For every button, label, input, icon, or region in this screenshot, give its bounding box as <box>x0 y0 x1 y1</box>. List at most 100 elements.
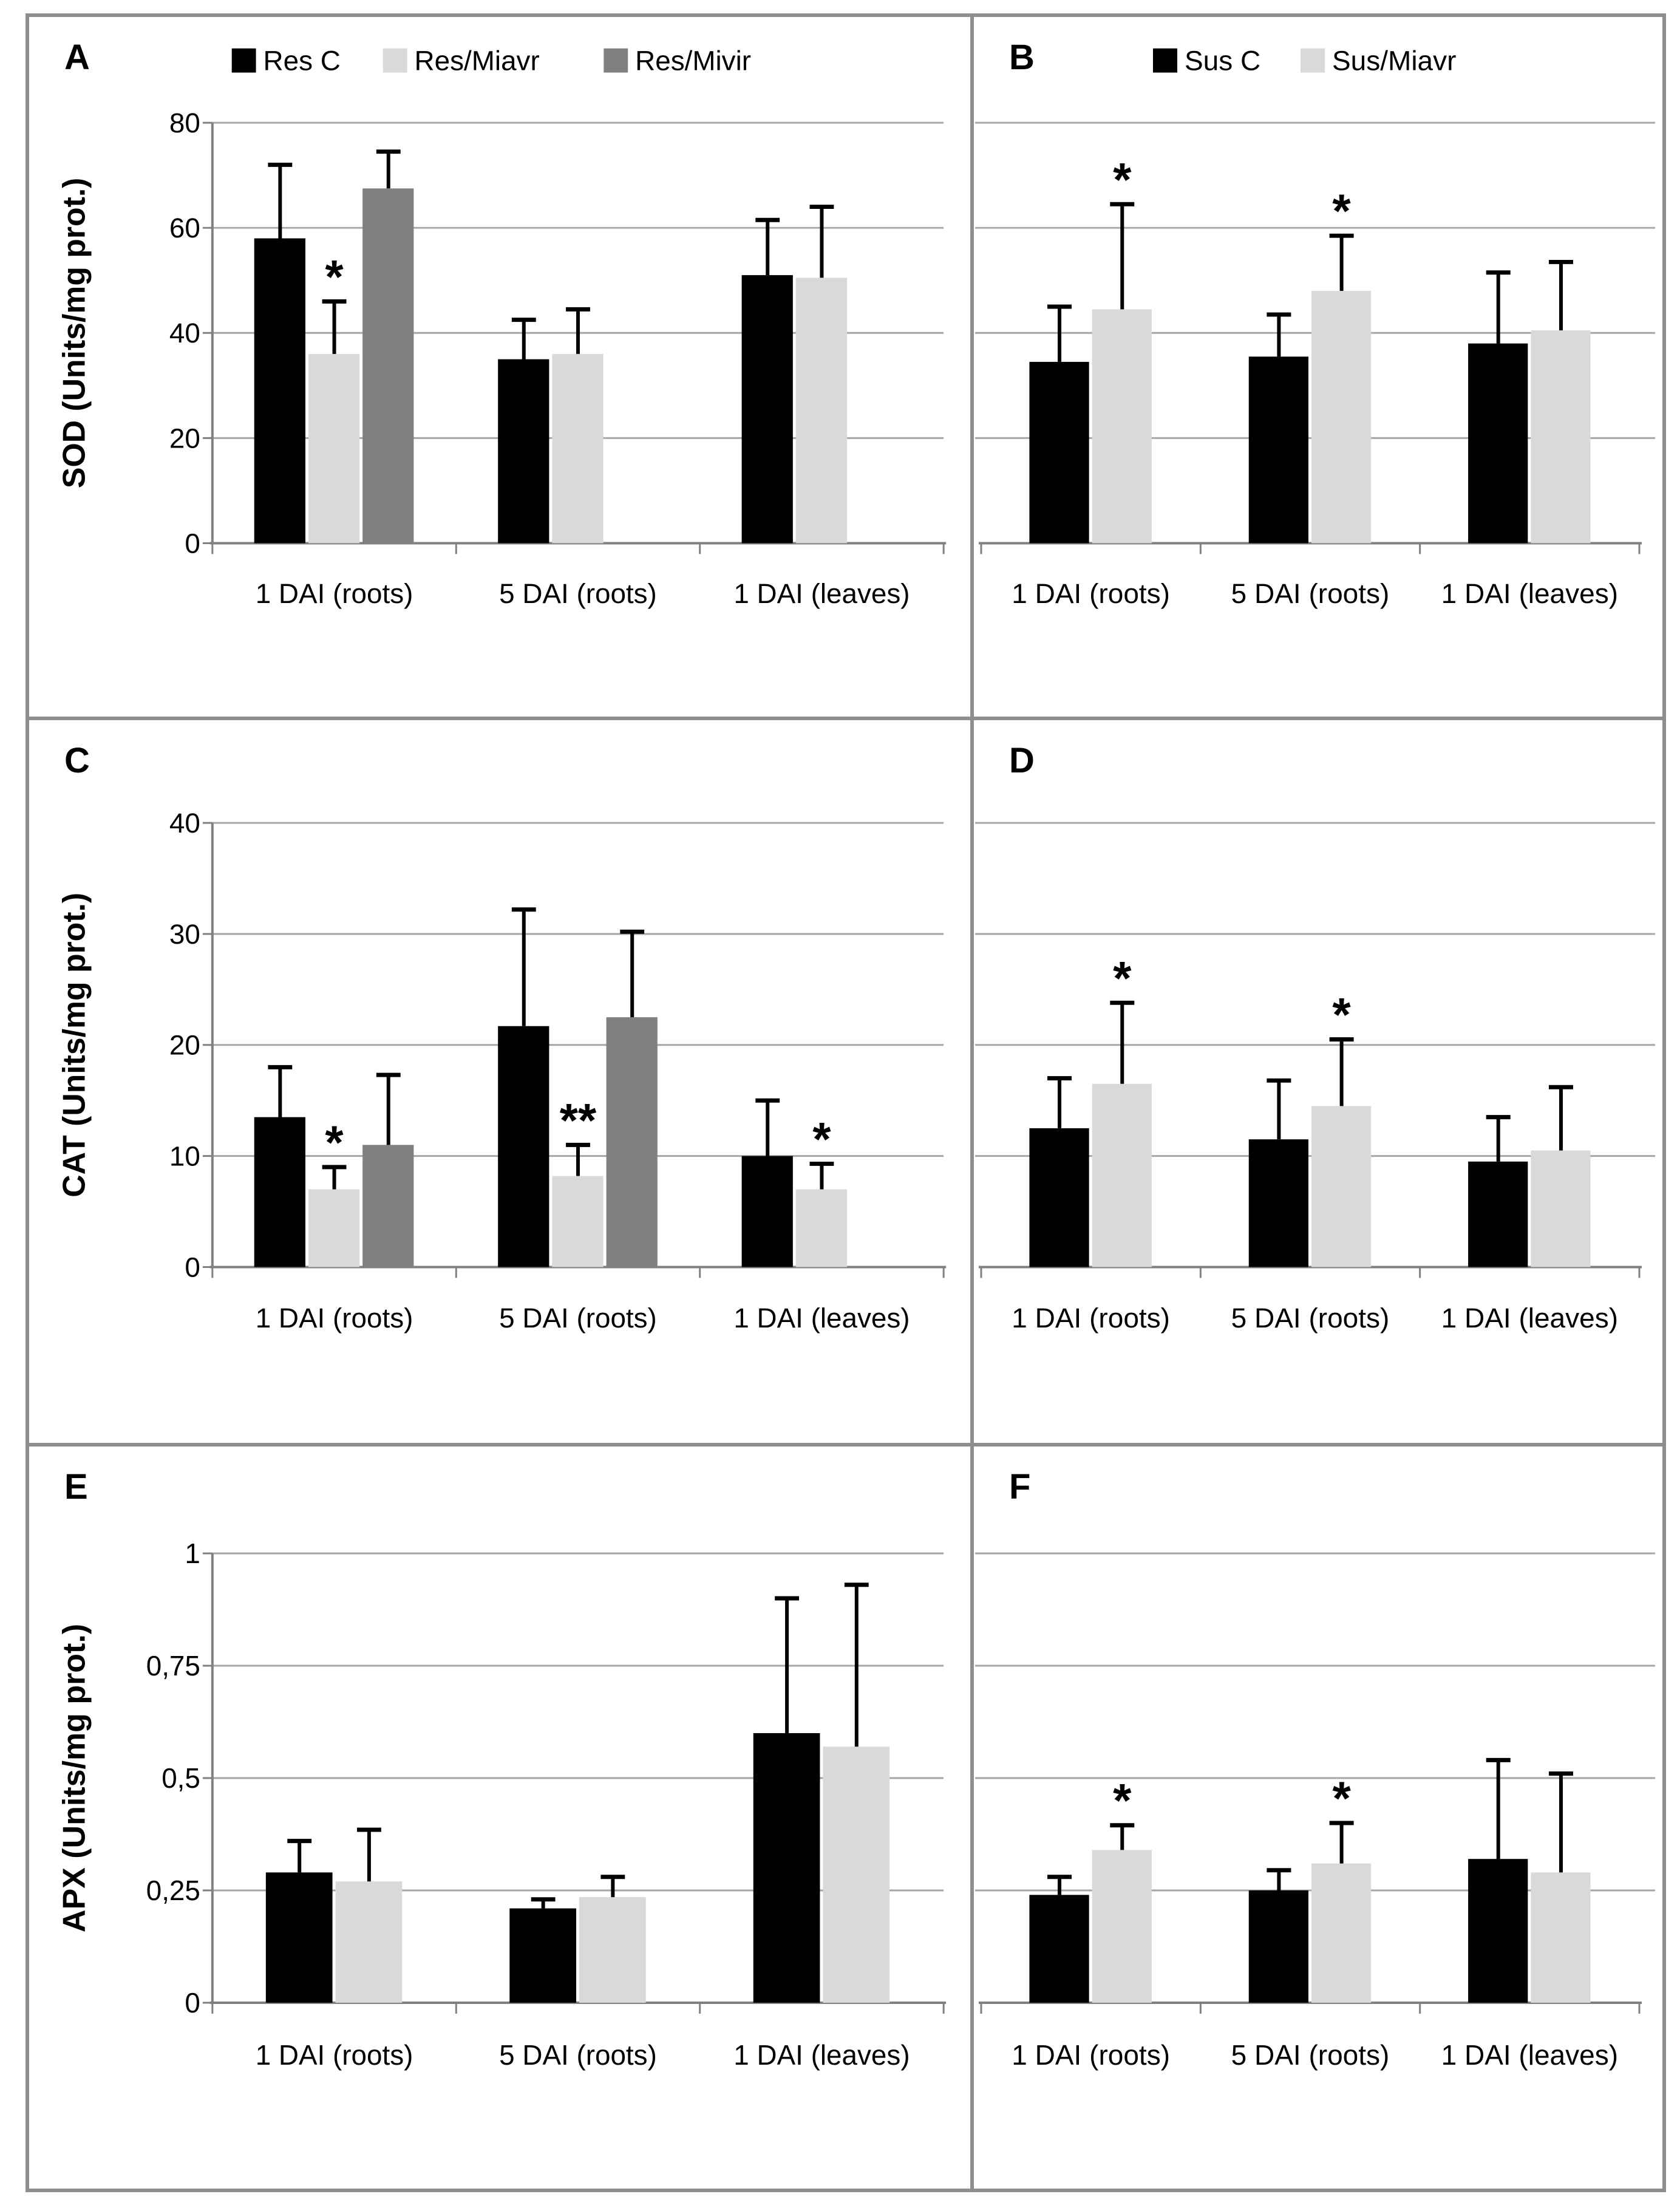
legend-swatch <box>1301 48 1325 73</box>
significance-asterisk: * <box>1113 154 1132 206</box>
x-category-label: 5 DAI (roots) <box>499 578 657 609</box>
y-tick-label: 40 <box>169 318 200 349</box>
panel-label-e: E <box>64 1467 88 1507</box>
x-category-label: 1 DAI (leaves) <box>733 1303 910 1334</box>
legend-swatch <box>604 48 628 73</box>
y-tick-label: 20 <box>169 1030 200 1061</box>
bar <box>606 1017 658 1267</box>
bar <box>1531 1150 1591 1267</box>
x-category-label: 1 DAI (roots) <box>1012 578 1170 609</box>
bar <box>254 238 305 543</box>
bar <box>1468 1859 1528 2003</box>
bar <box>741 1156 793 1267</box>
bar <box>753 1733 820 2003</box>
legend-swatch <box>231 48 256 73</box>
y-axis-title: SOD (Units/mg prot.) <box>56 178 92 488</box>
y-tick-label: 0 <box>185 528 200 559</box>
significance-asterisk: * <box>812 1114 831 1166</box>
legend-label: Res/Miavr <box>415 46 540 77</box>
y-tick-label: 60 <box>169 213 200 244</box>
x-category-label: 5 DAI (roots) <box>499 1303 657 1334</box>
y-tick-label: 0,75 <box>146 1650 200 1682</box>
panel-b-sod-susceptible: B 1 DAI (roots) 5 DAI (roots) 1 DAI (leave… <box>974 17 1662 720</box>
panel-label-c: C <box>64 741 90 780</box>
x-category-label: 1 DAI (roots) <box>256 578 413 609</box>
panel-c-cat-resistant: C 0 10 20 30 40 CAT (Units/mg prot.) 1 DAI (ro… <box>29 720 974 1446</box>
panel-e-apx-resistant: E 0 0,25 0,5 0,75 1 APX (Units/mg prot.) 1 DAI… <box>29 1446 974 2189</box>
x-category-label: 1 DAI (roots) <box>256 2039 413 2071</box>
bar <box>308 1189 360 1267</box>
x-category-label: 1 DAI (leaves) <box>1441 578 1618 609</box>
legend-label: Res/Mivir <box>635 46 751 77</box>
bar <box>308 353 360 543</box>
bar <box>509 1908 577 2003</box>
y-tick-label: 10 <box>169 1141 200 1172</box>
y-tick-label: 0 <box>185 1252 200 1283</box>
bar <box>1029 1128 1089 1267</box>
bar <box>254 1117 305 1267</box>
y-tick-label: 0,25 <box>146 1875 200 1906</box>
panel-label-d: D <box>1009 741 1035 780</box>
bar <box>1311 291 1372 543</box>
significance-asterisk: ** <box>560 1094 597 1147</box>
bar <box>1531 1872 1591 2003</box>
bar <box>579 1897 646 2003</box>
bar <box>335 1881 403 2003</box>
y-axis-title: CAT (Units/mg prot.) <box>56 893 92 1198</box>
bar <box>1248 1890 1308 2003</box>
y-tick-label: 0 <box>185 1987 200 2019</box>
panel-f-apx-susceptible: F 1 DAI (roots) 5 DAI (roots) 1 DAI (leave… <box>974 1446 1662 2189</box>
significance-asterisk: * <box>1113 953 1132 1005</box>
cat-susceptible-bar-chart: 1 DAI (roots) 5 DAI (roots) 1 DAI (leaves)… <box>975 822 1655 1334</box>
bar <box>1248 1139 1308 1267</box>
y-tick-label: 20 <box>169 423 200 454</box>
apx-susceptible-bar-chart: 1 DAI (roots) 5 DAI (roots) 1 DAI (leaves)… <box>975 1552 1655 2071</box>
bar <box>1092 1083 1152 1267</box>
bar <box>741 275 793 543</box>
x-category-label: 1 DAI (leaves) <box>1441 1302 1618 1334</box>
legend-label: Res C <box>264 46 341 77</box>
bar <box>1029 1895 1089 2003</box>
bar <box>1092 309 1152 543</box>
bar <box>498 359 549 543</box>
bar <box>795 278 848 543</box>
panel-label-b: B <box>1009 38 1035 77</box>
legend-label: Sus/Miavr <box>1332 45 1456 77</box>
bar <box>1311 1863 1372 2003</box>
bar <box>795 1189 848 1267</box>
bar <box>498 1026 549 1267</box>
y-tick-label: 1 <box>185 1538 200 1569</box>
significance-asterisk: * <box>1332 185 1351 237</box>
significance-asterisk: * <box>1113 1774 1132 1827</box>
x-category-label: 5 DAI (roots) <box>1231 2039 1390 2071</box>
legend-label: Sus C <box>1185 45 1260 77</box>
panel-label-a: A <box>64 38 90 77</box>
bar <box>552 353 604 543</box>
bar <box>1311 1106 1372 1267</box>
x-category-label: 1 DAI (leaves) <box>733 2039 910 2071</box>
x-category-label: 5 DAI (roots) <box>1231 1302 1390 1334</box>
bar <box>362 188 414 543</box>
x-category-label: 1 DAI (roots) <box>1012 1302 1170 1334</box>
panel-a-sod-resistant: A 0 20 40 60 80 SOD (Units/mg prot.) 1 DAI (ro… <box>29 17 974 720</box>
bar <box>362 1145 414 1267</box>
panel-label-f: F <box>1009 1467 1031 1507</box>
significance-asterisk: * <box>1332 1771 1351 1825</box>
legend-swatch <box>383 48 407 73</box>
figure-frame: A 0 20 40 60 80 SOD (Units/mg prot.) 1 DAI (ro… <box>26 13 1666 2192</box>
y-tick-label: 80 <box>169 107 200 138</box>
y-tick-label: 40 <box>169 808 200 839</box>
x-category-label: 1 DAI (leaves) <box>1441 2039 1618 2071</box>
legend-swatch <box>1153 48 1177 73</box>
y-tick-label: 30 <box>169 919 200 950</box>
x-category-label: 5 DAI (roots) <box>1231 578 1390 609</box>
x-category-label: 5 DAI (roots) <box>499 2039 657 2071</box>
bar <box>552 1176 604 1267</box>
bar <box>1531 330 1591 543</box>
panel-d-cat-susceptible: D 1 DAI (roots) 5 DAI (roots) 1 DAI (leave… <box>974 720 1662 1446</box>
significance-asterisk: * <box>1332 989 1351 1041</box>
bar <box>1468 343 1528 543</box>
apx-resistant-bar-chart: 0 0,25 0,5 0,75 1 APX (Units/mg prot.) 1 DAI (… <box>56 1538 947 2071</box>
bar <box>1468 1161 1528 1267</box>
significance-asterisk: * <box>325 251 344 303</box>
